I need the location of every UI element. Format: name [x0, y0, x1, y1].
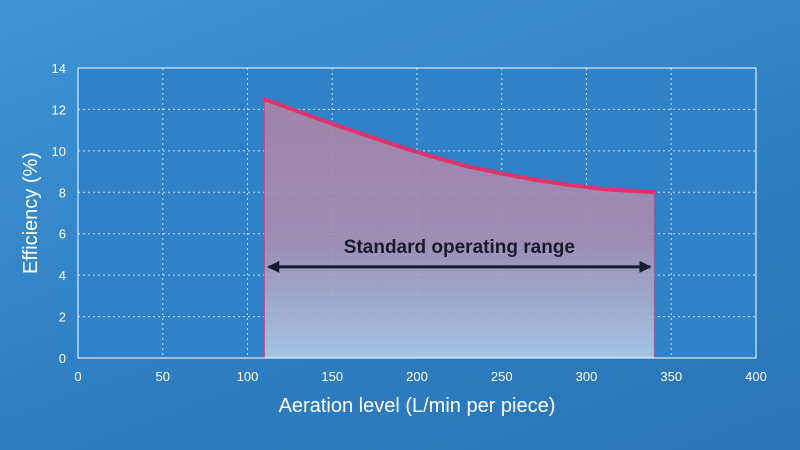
y-tick-label: 14: [52, 61, 66, 76]
efficiency-line: [262, 97, 657, 195]
y-tick-label: 8: [59, 185, 66, 200]
x-tick-label: 300: [576, 369, 598, 384]
y-axis-title: Efficiency (%): [20, 152, 42, 274]
area-fill: [264, 99, 655, 358]
y-tick-label: 6: [59, 227, 66, 242]
y-tick-label: 12: [52, 102, 66, 117]
y-tick-label: 10: [52, 144, 66, 159]
data-area: [262, 97, 657, 358]
y-tick-label: 4: [59, 268, 66, 283]
x-tick-label: 350: [660, 369, 682, 384]
x-tick-label: 0: [74, 369, 81, 384]
tick-labels: 0 50 100 150 200 250 300 350 400 0 2 4 6 8 10 12 14: [52, 61, 767, 384]
x-axis-title: Aeration level (L/min per piece): [279, 395, 556, 417]
annotation: Standard operating range: [267, 237, 652, 273]
plot-border: [77, 67, 757, 359]
x-tick-label: 150: [321, 369, 343, 384]
y-tick-label: 2: [59, 310, 66, 325]
x-tick-label: 50: [156, 369, 170, 384]
x-tick-label: 200: [406, 369, 428, 384]
x-tick-label: 250: [491, 369, 513, 384]
x-tick-label: 100: [237, 369, 259, 384]
y-tick-label: 0: [59, 351, 66, 366]
range-label: Standard operating range: [344, 237, 575, 258]
x-tick-label: 400: [745, 369, 767, 384]
